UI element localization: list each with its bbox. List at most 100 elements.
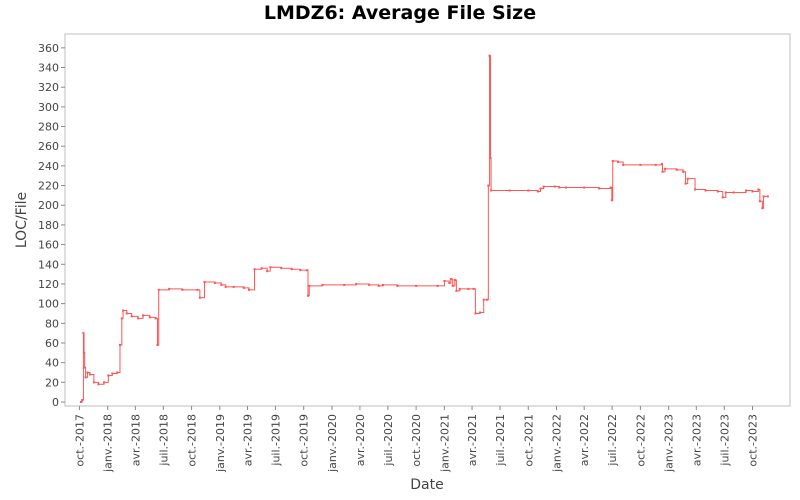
data-point xyxy=(558,186,561,189)
data-point xyxy=(269,266,272,269)
x-tick-label: avr.-2018 xyxy=(129,414,142,466)
x-tick-label: janv.-2019 xyxy=(214,414,227,473)
data-point xyxy=(616,160,619,163)
data-point xyxy=(654,163,657,166)
x-tick-label: janv.-2022 xyxy=(551,414,564,473)
x-tick-label: avr.-2021 xyxy=(466,414,479,466)
data-point xyxy=(83,366,86,369)
data-point xyxy=(622,163,625,166)
data-point xyxy=(120,317,123,320)
data-point xyxy=(732,191,735,194)
data-point xyxy=(758,200,761,203)
series-layer xyxy=(79,54,769,403)
data-point xyxy=(682,170,685,173)
y-tick-label: 320 xyxy=(38,81,59,94)
y-tick-label: 40 xyxy=(45,357,59,370)
data-point xyxy=(396,284,399,287)
data-point xyxy=(103,381,106,384)
y-tick-label: 220 xyxy=(38,180,59,193)
data-point xyxy=(489,157,492,160)
data-point xyxy=(449,278,452,281)
data-point xyxy=(583,186,586,189)
data-point xyxy=(611,159,614,162)
data-point xyxy=(553,185,556,188)
y-axis-ticks: 0 20 40 60 80 100 120 140 160 180 200 220 240 260 280 3… xyxy=(38,42,65,409)
data-point xyxy=(745,189,748,192)
data-point xyxy=(84,376,87,379)
data-point xyxy=(232,285,235,288)
data-point xyxy=(137,317,140,320)
data-point xyxy=(472,287,475,290)
y-tick-label: 180 xyxy=(38,219,59,232)
x-tick-label: oct.-2023 xyxy=(747,414,760,467)
data-point xyxy=(474,312,477,315)
y-tick-label: 20 xyxy=(45,376,59,389)
data-point xyxy=(122,309,125,312)
data-point xyxy=(704,189,707,192)
data-point xyxy=(443,279,446,282)
data-point xyxy=(721,196,724,199)
data-point xyxy=(125,312,128,315)
data-point xyxy=(157,288,160,291)
y-tick-label: 280 xyxy=(38,121,59,134)
data-point xyxy=(663,167,666,170)
data-point xyxy=(660,162,663,165)
y-tick-label: 80 xyxy=(45,317,59,330)
y-axis-label: LOC/File xyxy=(14,192,30,248)
x-tick-label: juil.-2019 xyxy=(269,414,282,467)
x-tick-label: oct.-2017 xyxy=(73,414,86,467)
plot-area xyxy=(64,33,791,407)
data-point xyxy=(242,286,245,289)
data-point xyxy=(181,288,184,291)
y-tick-label: 340 xyxy=(38,62,59,75)
x-tick-label: juil.-2022 xyxy=(606,414,619,467)
data-point xyxy=(542,185,545,188)
data-point xyxy=(751,190,754,193)
y-tick-label: 300 xyxy=(38,101,59,114)
data-point xyxy=(253,268,256,271)
x-tick-label: janv.-2023 xyxy=(663,414,676,473)
data-point xyxy=(280,267,283,270)
data-point xyxy=(213,281,216,284)
y-tick-label: 200 xyxy=(38,199,59,212)
data-point xyxy=(415,284,418,287)
data-point xyxy=(486,298,489,301)
x-tick-label: avr.-2020 xyxy=(354,414,367,466)
y-tick-label: 240 xyxy=(38,160,59,173)
data-point xyxy=(321,283,324,286)
data-point xyxy=(609,186,612,189)
y-tick-label: 120 xyxy=(38,278,59,291)
data-point xyxy=(203,280,206,283)
x-tick-label: juil.-2023 xyxy=(718,414,731,467)
data-point xyxy=(92,381,95,384)
x-axis-label: Date xyxy=(410,477,443,493)
data-point xyxy=(716,190,719,193)
data-point xyxy=(266,270,269,273)
y-tick-label: 60 xyxy=(45,337,59,350)
x-tick-label: avr.-2022 xyxy=(578,414,591,466)
y-tick-label: 140 xyxy=(38,258,59,271)
data-point xyxy=(308,284,311,287)
y-tick-label: 0 xyxy=(52,396,59,409)
data-point xyxy=(527,189,530,192)
x-tick-label: juil.-2020 xyxy=(382,414,395,467)
data-point xyxy=(82,332,85,335)
data-point xyxy=(224,285,227,288)
data-point xyxy=(290,268,293,271)
data-point xyxy=(448,281,451,284)
data-point xyxy=(118,343,121,346)
data-point xyxy=(467,287,470,290)
data-point xyxy=(168,287,171,290)
x-tick-label: avr.-2019 xyxy=(241,414,254,466)
data-point xyxy=(565,186,568,189)
data-point xyxy=(343,283,346,286)
data-point xyxy=(377,284,380,287)
data-point xyxy=(487,184,490,187)
x-tick-label: oct.-2022 xyxy=(634,414,647,467)
data-point xyxy=(482,298,485,301)
data-point xyxy=(148,316,151,319)
data-point xyxy=(299,269,302,272)
data-point xyxy=(661,170,664,173)
x-tick-label: janv.-2021 xyxy=(438,414,451,473)
